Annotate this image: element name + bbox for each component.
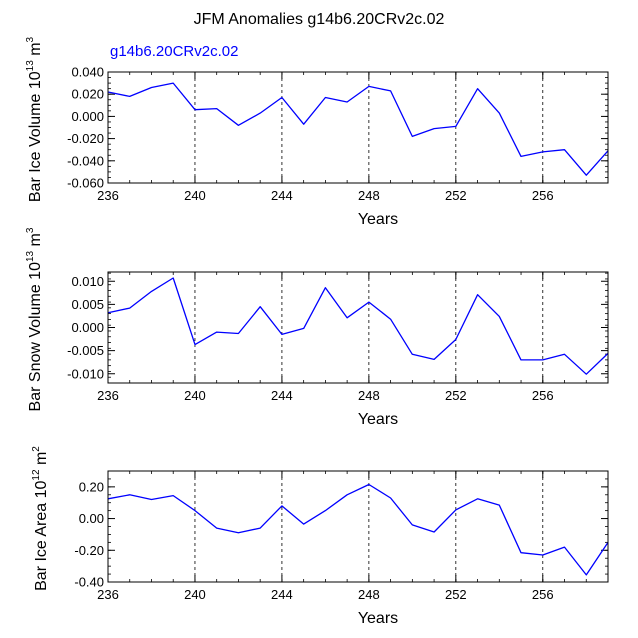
y-tick-label: 0.000 — [71, 109, 104, 124]
chart-panel-1: 236 240 244 248 252 256 -0.060 -0.040 -0.020 0.00… — [25, 36, 609, 228]
y-axis-label-exponent: 13 — [25, 60, 36, 72]
y-axis-label-unit: m — [33, 452, 50, 470]
plot-frame — [107, 71, 609, 184]
y-tick-label: 0.20 — [79, 479, 104, 494]
x-tick-label: 236 — [97, 587, 119, 602]
y-axis-label-main: Bar Snow Volume 10 — [27, 262, 44, 412]
x-tick-label: 236 — [97, 188, 119, 203]
y-axis-label-unit-exponent: 3 — [25, 36, 36, 42]
y-axis-label-unit: m — [27, 42, 44, 60]
y-axis-label-unit: m — [27, 233, 44, 251]
y-axis-label: Bar Snow Volume 1013 m3 — [25, 227, 44, 411]
x-tick-label: 252 — [445, 188, 467, 203]
series-line — [107, 277, 609, 375]
figure-title: JFM Anomalies g14b6.20CRv2c.02 — [194, 11, 445, 28]
x-tick-label: 256 — [532, 587, 554, 602]
y-tick-label: -0.060 — [67, 176, 104, 191]
y-axis-label-unit-exponent: 3 — [25, 227, 36, 233]
x-tick-label: 244 — [271, 188, 293, 203]
y-axis-label-exponent: 13 — [25, 250, 36, 262]
chart-panel-3: 236 240 244 248 252 256 -0.40 -0.20 0.00 0.20 Year… — [31, 446, 609, 627]
x-tick-label: 240 — [184, 388, 206, 403]
x-axis-label: Years — [358, 610, 398, 627]
x-axis-label: Years — [358, 211, 398, 228]
y-tick-label: -0.005 — [67, 343, 104, 358]
x-axis-label: Years — [358, 411, 398, 428]
y-axis-label-exponent: 12 — [31, 469, 42, 481]
y-axis-label: Bar Ice Volume 1013 m3 — [25, 36, 44, 202]
y-tick-label: 0.000 — [71, 320, 104, 335]
y-tick-label: 0.020 — [71, 87, 104, 102]
x-tick-label: 244 — [271, 388, 293, 403]
y-axis-label: Bar Ice Area 1012 m2 — [31, 446, 50, 591]
series-line — [107, 82, 609, 176]
x-tick-label: 252 — [445, 587, 467, 602]
y-tick-label: -0.020 — [67, 131, 104, 146]
x-tick-label: 248 — [358, 388, 380, 403]
x-tick-label: 236 — [97, 388, 119, 403]
x-tick-label: 240 — [184, 188, 206, 203]
chart-panel-2: 236 240 244 248 252 256 -0.010 -0.005 0.000 0.005… — [25, 227, 609, 428]
x-tick-label: 256 — [532, 388, 554, 403]
legend-label: g14b6.20CRv2c.02 — [110, 43, 238, 60]
y-tick-label: 0.005 — [71, 297, 104, 312]
x-tick-label: 248 — [358, 188, 380, 203]
y-axis-label-unit-exponent: 2 — [31, 446, 42, 452]
y-tick-label: 0.00 — [79, 511, 104, 526]
y-axis-label-main: Bar Ice Area 10 — [33, 480, 50, 590]
plot-frame — [107, 271, 609, 384]
x-tick-label: 252 — [445, 388, 467, 403]
y-tick-label: -0.010 — [67, 366, 104, 381]
x-tick-label: 256 — [532, 188, 554, 203]
plot-frame — [107, 470, 609, 583]
y-tick-label: -0.40 — [74, 575, 104, 590]
x-tick-label: 240 — [184, 587, 206, 602]
series-line — [107, 483, 609, 576]
y-tick-label: 0.010 — [71, 274, 104, 289]
y-axis-label-main: Bar Ice Volume 10 — [27, 71, 44, 202]
x-tick-label: 244 — [271, 587, 293, 602]
y-tick-label: 0.040 — [71, 65, 104, 80]
x-tick-label: 248 — [358, 587, 380, 602]
y-tick-label: -0.040 — [67, 153, 104, 168]
y-tick-label: -0.20 — [74, 543, 104, 558]
